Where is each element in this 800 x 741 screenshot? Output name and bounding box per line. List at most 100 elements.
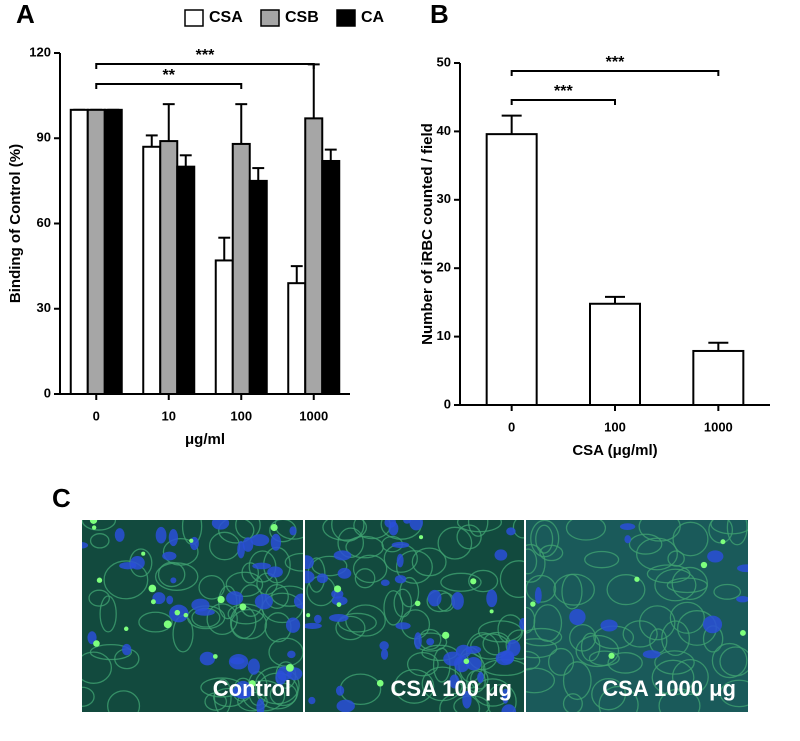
x-axis-label: CSA (μg/ml) — [572, 442, 657, 459]
cell-outline — [352, 554, 388, 584]
nucleus — [336, 699, 355, 712]
cell-outline — [628, 533, 663, 555]
parasite — [442, 631, 450, 639]
nucleus — [170, 577, 177, 584]
cell-outline — [331, 520, 365, 542]
nucleus — [477, 671, 484, 684]
micrograph — [526, 520, 748, 712]
x-tick-label: 10 — [162, 408, 176, 423]
nucleus — [486, 589, 498, 608]
cell-outline — [606, 574, 646, 606]
x-axis-label: μg/ml — [185, 431, 225, 448]
nucleus — [82, 542, 89, 549]
cell-outline — [383, 590, 404, 626]
bar — [589, 302, 641, 407]
cell-outline — [437, 526, 473, 560]
cell-outline — [107, 690, 141, 712]
cell-outline — [669, 601, 705, 634]
y-tick-label: 20 — [437, 260, 451, 275]
cell-outline — [456, 524, 482, 550]
nucleus — [379, 641, 389, 651]
parasite — [334, 585, 342, 593]
cell-outline — [162, 537, 199, 566]
nucleus — [87, 631, 97, 645]
parasite — [174, 609, 181, 616]
panel-label: A — [16, 0, 35, 29]
cell-outline — [584, 550, 620, 569]
cell-outline — [526, 548, 538, 575]
parasite — [270, 524, 278, 532]
significance-bracket — [95, 83, 243, 89]
cell-outline — [477, 620, 523, 643]
nucleus — [534, 587, 542, 604]
cell-outline — [726, 520, 748, 546]
parasite — [634, 576, 640, 582]
significance-stars: *** — [554, 83, 573, 100]
legend-swatch — [260, 9, 280, 27]
nucleus — [211, 520, 230, 530]
image-label: CSA 1000 μg — [602, 676, 736, 701]
nucleus — [403, 520, 411, 524]
significance-bracket — [95, 63, 315, 69]
parasite — [93, 640, 100, 647]
parasite — [608, 652, 615, 659]
significance-stars: ** — [163, 67, 176, 84]
cell-outline — [204, 692, 228, 711]
bar — [159, 140, 179, 395]
parasite — [489, 609, 494, 614]
parasite — [336, 602, 342, 607]
nucleus — [391, 541, 410, 549]
parasite — [217, 595, 225, 604]
nucleus — [328, 614, 349, 622]
parasite — [141, 551, 146, 556]
cell-outline — [322, 520, 368, 541]
x-tick-label: 0 — [508, 419, 515, 434]
bar — [214, 259, 234, 396]
cell-outline — [486, 683, 517, 712]
nucleus — [275, 670, 287, 685]
nucleus — [388, 521, 399, 536]
nucleus — [230, 657, 245, 665]
cell-outline — [562, 661, 592, 701]
y-tick-label: 30 — [37, 300, 51, 315]
nucleus — [494, 549, 508, 561]
nucleus — [333, 550, 352, 561]
cell-outline — [526, 627, 563, 647]
nucleus — [501, 704, 517, 712]
bar — [248, 179, 268, 395]
parasite — [150, 599, 156, 605]
cell-outline — [466, 670, 486, 693]
cell-outline — [651, 659, 695, 696]
nucleus — [256, 698, 265, 712]
nucleus — [247, 658, 260, 675]
cell-outline — [82, 651, 113, 684]
nucleus — [443, 651, 463, 666]
nucleus — [199, 651, 216, 666]
x-tick-label: 1000 — [704, 419, 733, 434]
cell-outline — [218, 520, 255, 544]
y-tick-label: 90 — [37, 130, 51, 145]
y-tick-label: 0 — [44, 385, 51, 400]
cell-outline — [88, 589, 110, 607]
nucleus — [121, 643, 132, 656]
cell-outline — [533, 604, 563, 642]
nucleus — [337, 567, 352, 579]
cell-outline — [284, 552, 303, 572]
cell-outline — [539, 544, 564, 562]
cell-outline — [639, 605, 676, 641]
nucleus — [130, 556, 145, 570]
y-tick-label: 10 — [437, 328, 451, 343]
parasite — [96, 577, 103, 583]
nucleus — [736, 595, 748, 603]
nucleus — [233, 690, 252, 699]
nucleus — [267, 566, 283, 578]
nucleus — [519, 618, 524, 630]
cell-outline — [671, 658, 709, 696]
cell-outline — [440, 572, 482, 592]
cell-outline — [439, 692, 481, 712]
cell-outline — [526, 543, 546, 583]
cell-outline — [89, 533, 110, 549]
nucleus — [426, 638, 435, 646]
panel-label: C — [52, 483, 71, 513]
nucleus — [166, 595, 174, 605]
